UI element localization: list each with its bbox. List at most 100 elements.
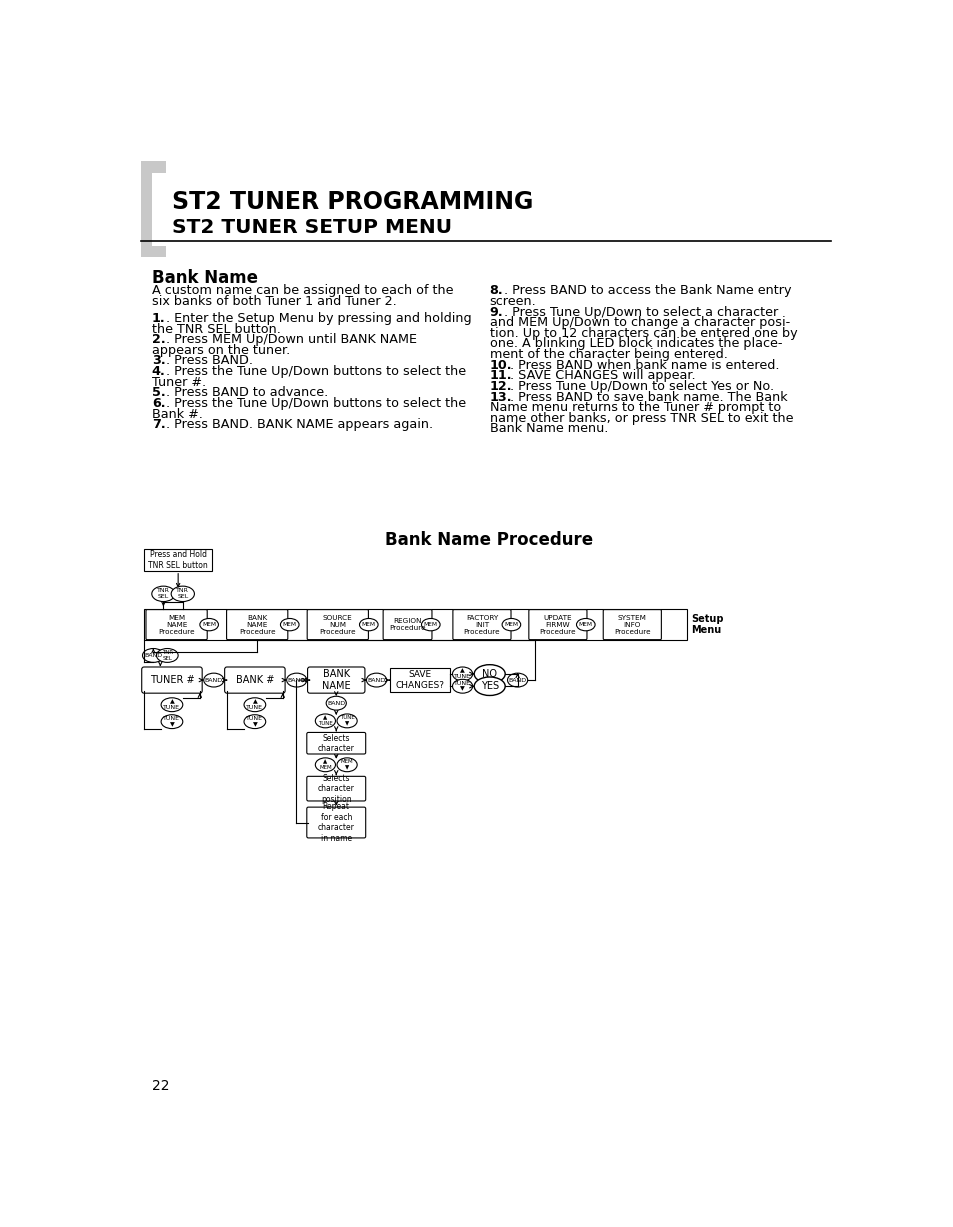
Text: six banks of both Tuner 1 and Tuner 2.: six banks of both Tuner 1 and Tuner 2. [152,294,396,308]
Text: one. A blinking LED block indicates the place-: one. A blinking LED block indicates the … [489,337,781,351]
Ellipse shape [366,674,386,687]
Ellipse shape [171,587,194,601]
Text: 4.: 4. [152,366,166,378]
Ellipse shape [142,649,164,663]
Text: . SAVE CHANGES will appear.: . SAVE CHANGES will appear. [505,369,695,383]
Ellipse shape [161,698,183,712]
Text: TUNE
▼: TUNE ▼ [246,717,263,728]
Ellipse shape [280,618,298,631]
Text: . Press Tune Up/Down to select Yes or No.: . Press Tune Up/Down to select Yes or No… [505,380,773,393]
Ellipse shape [152,587,174,601]
Text: MEM: MEM [423,622,437,627]
Text: BAND: BAND [205,677,223,682]
Text: MEM: MEM [282,622,296,627]
Ellipse shape [501,618,520,631]
Text: 10.: 10. [489,358,512,372]
Text: Selects
character: Selects character [317,734,355,753]
Text: the TNR SEL button.: the TNR SEL button. [152,323,280,335]
Ellipse shape [161,715,183,729]
Text: Repeat
for each
character
in name: Repeat for each character in name [317,802,355,843]
Text: . Press MEM Up/Down until BANK NAME: . Press MEM Up/Down until BANK NAME [162,334,416,346]
Ellipse shape [286,674,307,687]
Text: Selects
character
position: Selects character position [317,774,355,804]
Ellipse shape [359,618,377,631]
Text: MEM: MEM [202,622,216,627]
Ellipse shape [452,680,472,693]
Text: UPDATE
FIRMW
Procedure: UPDATE FIRMW Procedure [539,615,576,634]
Text: Setup
Menu: Setup Menu [691,614,723,636]
Text: Bank Name menu.: Bank Name menu. [489,422,607,436]
FancyBboxPatch shape [144,550,212,571]
Text: MEM
NAME
Procedure: MEM NAME Procedure [158,615,194,634]
FancyBboxPatch shape [307,777,365,801]
Text: Bank #.: Bank #. [152,407,202,421]
Text: Bank Name: Bank Name [152,269,257,287]
Text: BAND: BAND [327,701,345,706]
FancyBboxPatch shape [224,667,285,693]
FancyBboxPatch shape [383,610,432,639]
Text: and MEM Up/Down to change a character posi-: and MEM Up/Down to change a character po… [489,317,789,329]
Ellipse shape [244,715,266,729]
Ellipse shape [452,667,472,681]
Text: ▲
TUNE: ▲ TUNE [454,669,471,680]
Text: Bank Name Procedure: Bank Name Procedure [384,531,593,548]
Ellipse shape [421,618,439,631]
Ellipse shape [474,665,505,683]
Text: BANK #: BANK # [235,675,274,685]
Text: 22: 22 [152,1079,169,1093]
Text: TUNER #: TUNER # [150,675,194,685]
Ellipse shape [336,714,356,728]
FancyBboxPatch shape [453,610,511,639]
Text: ST2 TUNER PROGRAMMING: ST2 TUNER PROGRAMMING [172,190,533,213]
Ellipse shape [244,698,266,712]
Ellipse shape [315,758,335,772]
Text: . Press BAND when bank name is entered.: . Press BAND when bank name is entered. [505,358,779,372]
Text: A custom name can be assigned to each of the: A custom name can be assigned to each of… [152,285,453,297]
FancyBboxPatch shape [307,610,368,639]
Text: SAVE
CHANGES?: SAVE CHANGES? [395,670,444,690]
Text: BANK
NAME: BANK NAME [321,669,350,691]
FancyBboxPatch shape [307,807,365,838]
Text: SYSTEM
INFO
Procedure: SYSTEM INFO Procedure [614,615,650,634]
Text: 1.: 1. [152,312,165,325]
Ellipse shape [507,674,527,687]
Text: screen.: screen. [489,294,536,308]
Text: BANK
NAME
Procedure: BANK NAME Procedure [238,615,275,634]
Text: TNR
SEL: TNR SEL [157,589,170,599]
Text: 8.: 8. [489,285,503,297]
Text: name other banks, or press TNR SEL to exit the: name other banks, or press TNR SEL to ex… [489,412,792,425]
Text: 2.: 2. [152,334,165,346]
Text: . Press BAND to advance.: . Press BAND to advance. [162,387,328,399]
Text: . Press BAND. BANK NAME appears again.: . Press BAND. BANK NAME appears again. [162,418,433,431]
FancyBboxPatch shape [144,610,686,640]
Text: ▲
TUNE: ▲ TUNE [317,715,333,726]
Text: SOURCE
NUM
Procedure: SOURCE NUM Procedure [319,615,355,634]
Text: 13.: 13. [489,390,512,404]
Text: 11.: 11. [489,369,512,383]
Text: ▲
TUNE: ▲ TUNE [163,699,180,710]
Text: . Press the Tune Up/Down buttons to select the: . Press the Tune Up/Down buttons to sele… [162,366,466,378]
Ellipse shape [326,696,346,710]
Text: FACTORY
INIT
Procedure: FACTORY INIT Procedure [463,615,499,634]
Text: . Enter the Setup Menu by pressing and holding: . Enter the Setup Menu by pressing and h… [162,312,472,325]
Text: . Press BAND to access the Bank Name entry: . Press BAND to access the Bank Name ent… [499,285,791,297]
Ellipse shape [199,618,218,631]
Text: MEM: MEM [504,622,517,627]
Text: MEM
▼: MEM ▼ [340,760,353,771]
FancyBboxPatch shape [307,667,365,693]
Polygon shape [141,161,166,258]
Text: ment of the character being entered.: ment of the character being entered. [489,348,727,361]
Text: TUNE
▼: TUNE ▼ [454,681,471,692]
Text: . Press BAND.: . Press BAND. [162,355,253,367]
FancyBboxPatch shape [307,733,365,755]
Text: appears on the tuner.: appears on the tuner. [152,344,290,357]
Text: ▲
MEM: ▲ MEM [318,760,332,771]
Text: MEM: MEM [578,622,592,627]
Text: TUNE
▼: TUNE ▼ [339,715,355,726]
FancyBboxPatch shape [227,610,288,639]
Text: NO: NO [481,669,497,679]
Text: BAND: BAND [508,677,526,682]
Text: BAND: BAND [367,677,385,682]
FancyBboxPatch shape [142,667,202,693]
Text: ▲
TUNE: ▲ TUNE [246,699,263,710]
